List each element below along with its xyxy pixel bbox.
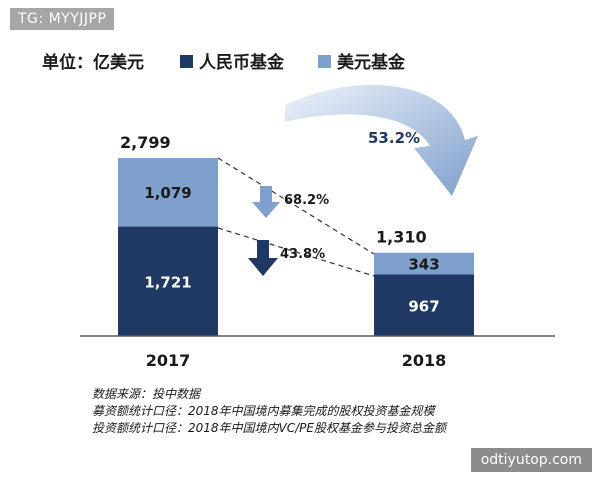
x-tick-label-2018: 2018 bbox=[402, 351, 447, 370]
usd-change-label: 68.2% bbox=[284, 193, 329, 208]
note-fundraising-scope: 募资额统计口径：2018年中国境内募集完成的股权投资基金规模 bbox=[92, 404, 437, 418]
total-change-arrow bbox=[285, 84, 478, 196]
usd-decline-arrow bbox=[252, 186, 280, 218]
bar-label-usd-2018: 343 bbox=[408, 256, 439, 274]
legend-label-usd: 美元基金 bbox=[337, 52, 406, 73]
legend-label-rmb: 人民币基金 bbox=[199, 52, 285, 73]
usd-connector-line bbox=[217, 157, 375, 255]
watermark-bottom: odtiyutop.com bbox=[470, 448, 592, 472]
bar-label-rmb-2017: 1,721 bbox=[144, 273, 191, 291]
total-label-2018: 1,310 bbox=[376, 228, 427, 247]
bars-group: 1,721 1,079 2,799 2017 967 343 1,310 2018 bbox=[118, 133, 474, 370]
watermark-top: TG: MYYJJPP bbox=[10, 8, 115, 30]
bar-rmb-2017 bbox=[118, 226, 218, 336]
bar-usd-2018 bbox=[374, 252, 474, 275]
legend-swatch-rmb bbox=[180, 55, 193, 68]
total-change-label: 53.2% bbox=[368, 129, 420, 147]
note-investment-scope: 投资额统计口径：2018年中国境内VC/PE股权基金参与投资总金额 bbox=[92, 421, 448, 435]
rmb-connector-line bbox=[217, 227, 375, 277]
unit-label: 单位：亿美元 bbox=[42, 52, 144, 73]
rmb-change-label: 43.8% bbox=[280, 247, 325, 262]
bar-rmb-2018 bbox=[374, 274, 474, 336]
bar-usd-2017 bbox=[118, 157, 218, 227]
total-label-2017: 2,799 bbox=[120, 133, 171, 152]
bar-label-usd-2017: 1,079 bbox=[144, 184, 191, 202]
rmb-decline-arrow bbox=[248, 240, 278, 276]
legend-swatch-usd bbox=[318, 55, 331, 68]
x-tick-label-2017: 2017 bbox=[146, 351, 191, 370]
note-source: 数据来源：投中数据 bbox=[92, 387, 202, 401]
bar-label-rmb-2018: 967 bbox=[408, 297, 439, 315]
